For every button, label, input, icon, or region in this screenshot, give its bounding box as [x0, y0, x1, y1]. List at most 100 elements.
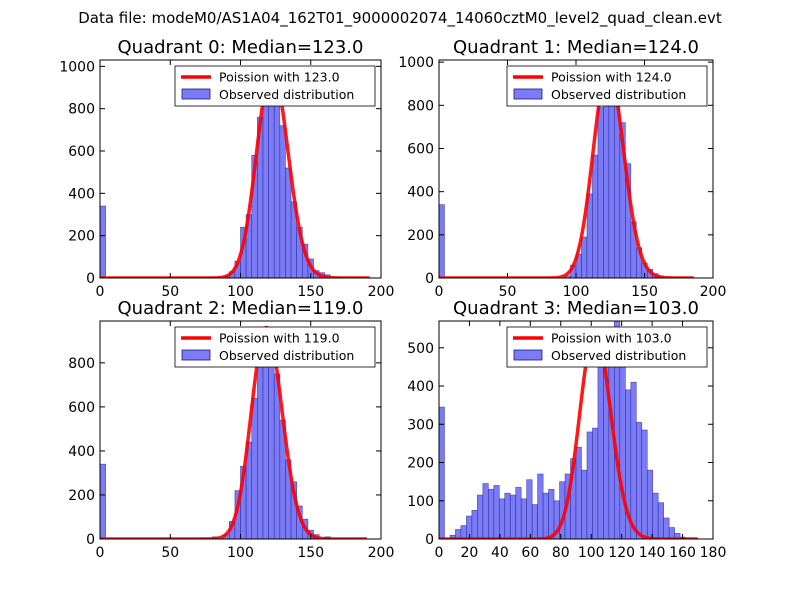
q3-bar	[548, 488, 555, 539]
q2-bar	[100, 463, 106, 539]
q0-plot-area	[100, 66, 371, 278]
q3-bar	[471, 510, 478, 539]
q0-bar	[285, 167, 292, 278]
q0-bar	[279, 125, 286, 278]
q3-bar	[515, 487, 522, 539]
q3-legend-observed-swatch	[513, 349, 543, 361]
q1-legend-observed-swatch	[513, 88, 543, 100]
q2-xtick-label: 0	[96, 545, 105, 561]
q1-ytick-label: 400	[407, 185, 434, 201]
q0-xtick-label: 50	[161, 284, 179, 300]
q3-legend-observed-label: Observed distribution	[551, 348, 686, 363]
q0-poisson-line	[100, 66, 371, 278]
q2-ytick-label: 0	[86, 532, 95, 548]
q2-xtick-label: 50	[161, 545, 179, 561]
q1-xtick-label: 50	[499, 284, 517, 300]
q3-bar	[663, 517, 670, 539]
q0-bar	[100, 205, 106, 278]
q3-xtick-label: 160	[669, 545, 696, 561]
q1-xtick-label: 100	[563, 284, 590, 300]
q2-legend: Poission with 119.0 Observed distribution	[174, 326, 376, 368]
q2-bar	[251, 397, 258, 539]
q3-bar	[674, 532, 681, 539]
q3-ytick-label: 300	[407, 417, 434, 433]
q3-bar	[630, 381, 637, 539]
q3-bar	[537, 473, 544, 539]
q3-axes-frame	[438, 320, 714, 540]
q2-xtick-label: 100	[227, 545, 254, 561]
q0-legend-poisson-label: Poission with 123.0	[219, 70, 340, 85]
q1-xtick-label: 0	[435, 284, 444, 300]
q0-title: Quadrant 0: Median=123.0	[118, 37, 364, 58]
q3-xtick-label: 0	[435, 545, 444, 561]
q2-bar	[268, 351, 275, 539]
q1-bar	[581, 236, 588, 278]
q1-ytick-label: 800	[407, 98, 434, 114]
q2-legend-poisson-label: Poission with 119.0	[219, 331, 340, 346]
q2-legend-observed-swatch	[181, 349, 211, 361]
q0-ytick-label: 400	[68, 186, 95, 202]
quadrant-panels: Quadrant 0: Median=123.00 50 100 150 2000200…	[59, 37, 726, 561]
q3-bar	[586, 431, 593, 539]
q1-xtick-label: 200	[700, 284, 727, 300]
q1-ytick-label: 200	[407, 228, 434, 244]
q2-ytick-label: 600	[68, 400, 95, 416]
q3-legend-poisson-label: Poission with 103.0	[551, 331, 672, 346]
panel-quadrant-1: Quadrant 1: Median=124.0 0 50 100 150 200 0 200…	[398, 37, 726, 300]
q3-bar	[657, 502, 664, 539]
q3-bar	[509, 494, 517, 539]
q3-xtick-label: 20	[461, 545, 479, 561]
q2-ytick-label: 200	[68, 488, 95, 504]
q3-bar	[652, 492, 659, 539]
q2-ytick-label: 400	[68, 444, 95, 460]
q3-xtick-label: 100	[578, 545, 605, 561]
q3-bar	[493, 485, 500, 539]
q3-ytick-label: 200	[407, 456, 434, 472]
q1-bar	[597, 107, 604, 278]
q0-bar	[273, 95, 281, 278]
q3-ytick-label: 400	[407, 379, 434, 395]
q3-bar	[526, 479, 533, 539]
q0-ytick-label: 1000	[59, 59, 95, 75]
q3-ytick-label: 0	[425, 532, 434, 548]
q3-xtick-label: 120	[608, 545, 635, 561]
q0-xtick-label: 150	[297, 284, 324, 300]
q1-ytick-label: 0	[425, 271, 434, 287]
q3-bar	[504, 492, 511, 539]
q0-ytick-label: 0	[86, 271, 95, 287]
q0-legend-observed-label: Observed distribution	[219, 87, 354, 102]
q3-ytick-label: 100	[407, 494, 434, 510]
q0-legend: Poission with 123.0 Observed distribution	[174, 65, 376, 107]
q3-bar	[477, 494, 484, 539]
q3-ytick-label: 500	[407, 341, 434, 357]
q3-xtick-label: 60	[521, 545, 539, 561]
q3-bar	[635, 422, 643, 539]
q3-bar	[608, 360, 615, 539]
q3-bar	[592, 427, 599, 539]
q0-xtick-label: 100	[227, 284, 254, 300]
q3-plot-area	[439, 321, 699, 539]
q1-bar	[592, 154, 599, 278]
q3-legend: Poission with 103.0 Observed distribution	[506, 326, 708, 368]
q0-bar	[262, 87, 269, 278]
q3-bar	[460, 525, 467, 539]
q2-xtick-label: 200	[368, 545, 395, 561]
q3-xtick-label: 140	[639, 545, 666, 561]
q1-xtick-label: 150	[631, 284, 658, 300]
q2-bar	[257, 358, 264, 539]
q1-bar	[439, 204, 445, 278]
q1-title: Quadrant 1: Median=124.0	[453, 37, 699, 58]
q3-xtick-label: 180	[700, 545, 727, 561]
q3-bar	[439, 406, 445, 539]
panel-quadrant-0: Quadrant 0: Median=123.0 0 50 100 150 200 0 200…	[59, 37, 394, 300]
q0-xtick-label: 200	[368, 284, 395, 300]
q3-bar	[575, 446, 582, 539]
q1-ytick-label: 600	[407, 141, 434, 157]
q3-bar	[520, 498, 527, 539]
q3-xtick-label: 80	[552, 545, 570, 561]
q3-bar	[498, 498, 506, 539]
q1-plot-area	[439, 66, 695, 278]
q1-poisson-line	[439, 66, 695, 278]
q2-ytick-label: 800	[68, 356, 95, 372]
